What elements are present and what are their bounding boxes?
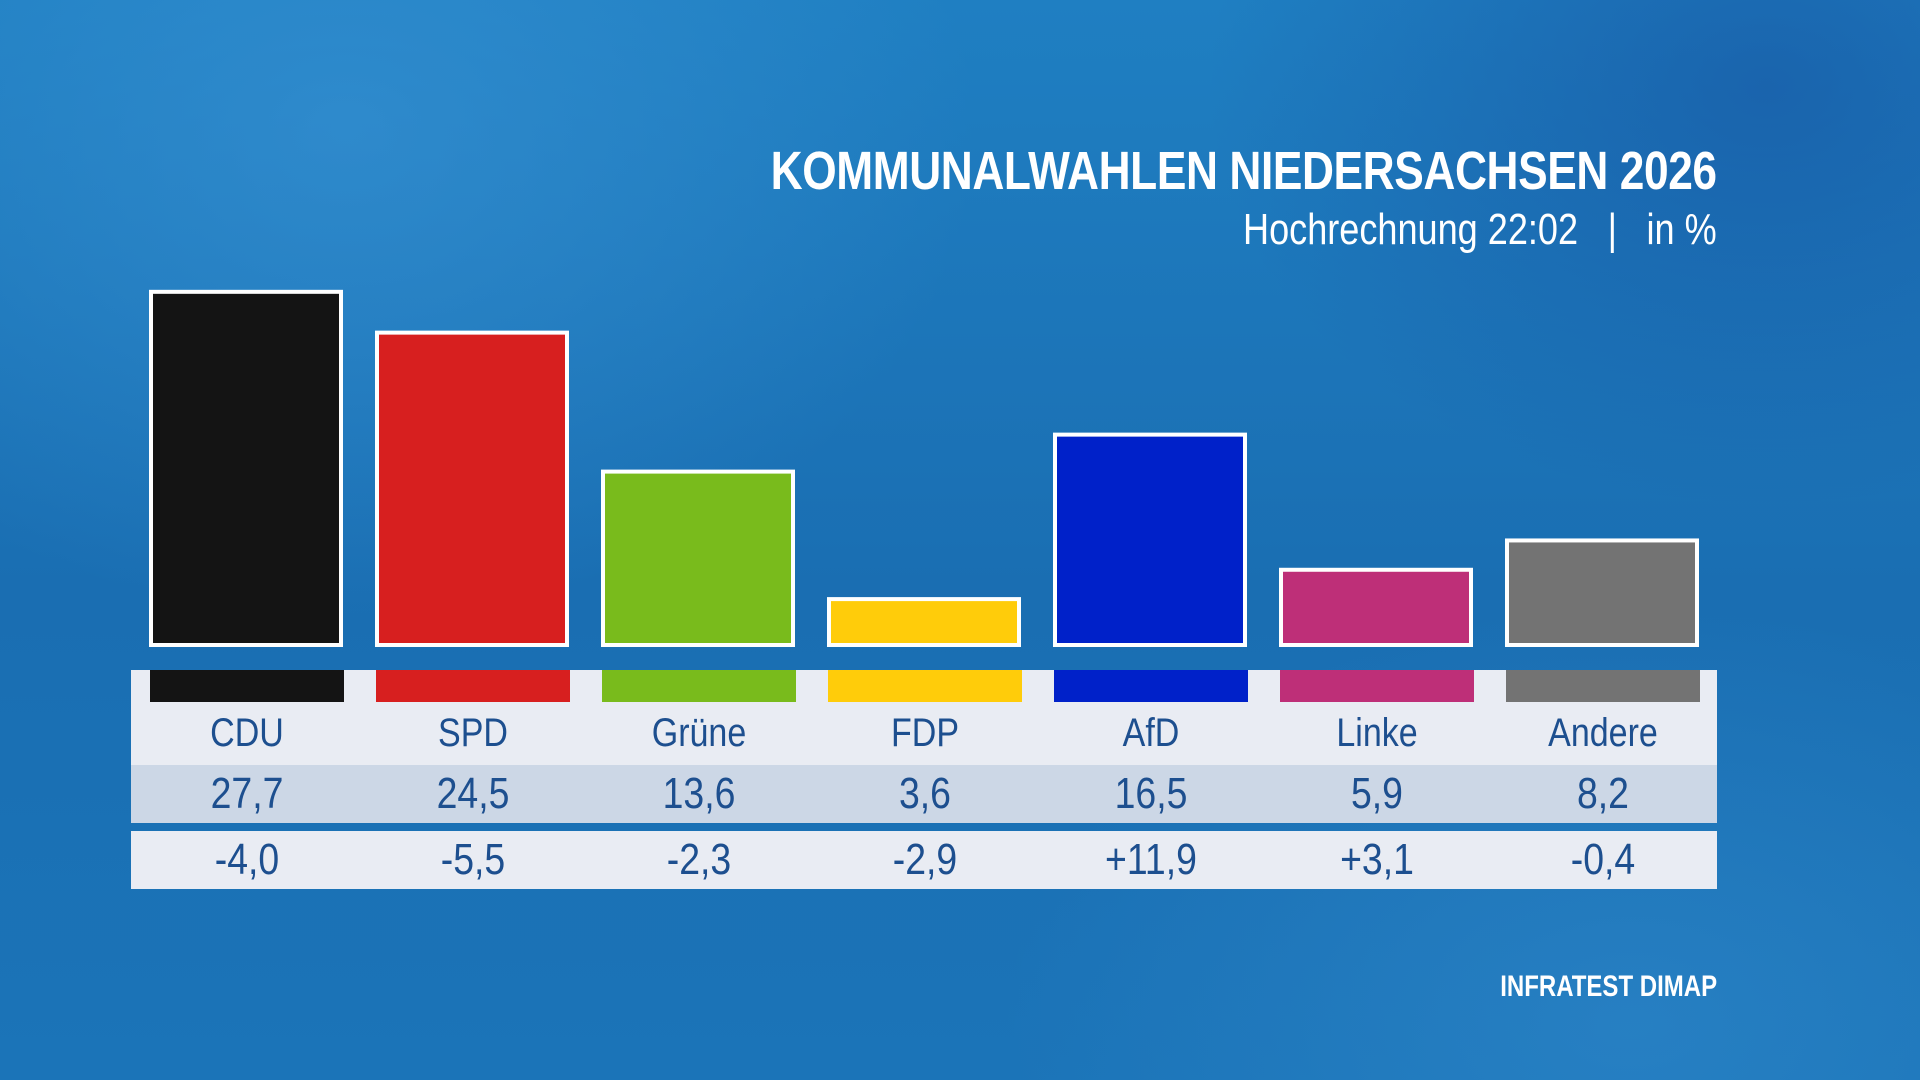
party-label-andere: Andere [1548,711,1658,755]
bar-andere [1505,538,1699,648]
value-label-andere: 8,2 [1576,769,1629,818]
party-label-linke: Linke [1336,711,1418,755]
party-color-strip [131,670,1717,702]
bar-spd [375,330,569,647]
color-swatch-grne [602,670,796,702]
value-label-spd: 24,5 [436,769,510,818]
chart-subtitle: Hochrechnung 22:02 | in % [771,204,1717,256]
chart-title: KOMMUNALWAHLEN NIEDERSACHSEN 2026 [771,141,1717,201]
color-swatch-fdp [828,670,1022,702]
value-label-fdp: 3,6 [898,769,951,818]
color-swatch-afd [1054,670,1248,702]
party-label-spd: SPD [438,711,508,755]
party-names-row: CDU SPD Grüne FDP AfD Linke Andere [131,702,1717,765]
color-swatch-linke [1280,670,1474,702]
value-label-linke: 5,9 [1350,769,1403,818]
change-label-cdu: -4,0 [214,835,280,884]
source-label: INFRATEST DIMAP [1500,970,1717,1003]
party-label-grne: Grüne [651,711,747,755]
value-label-cdu: 27,7 [210,769,284,818]
value-label-afd: 16,5 [1114,769,1188,818]
bar-chart [149,289,1699,648]
chart-title-block: KOMMUNALWAHLEN NIEDERSACHSEN 2026 Hochre… [563,140,1717,256]
subtitle-separator: | [1607,205,1618,254]
change-label-spd: -5,5 [440,835,506,884]
party-label-fdp: FDP [891,711,959,755]
bar-afd [1053,432,1247,647]
change-label-grne: -2,3 [666,835,732,884]
result-values-row: 27,7 24,5 13,6 3,6 16,5 5,9 8,2 [131,765,1717,823]
subtitle-time: Hochrechnung 22:02 [1243,205,1579,254]
party-label-afd: AfD [1122,711,1180,755]
party-label-cdu: CDU [210,711,284,755]
change-label-linke: +3,1 [1340,835,1414,884]
change-label-afd: +11,9 [1105,835,1197,884]
change-values-row: -4,0 -5,5 -2,3 -2,9 +11,9 +3,1 -0,4 [131,831,1717,889]
bar-fdp [827,597,1021,647]
change-label-andere: -0,4 [1570,835,1636,884]
subtitle-unit: in % [1646,205,1717,254]
value-label-grne: 13,6 [662,769,736,818]
bar-linke [1279,567,1473,648]
color-swatch-spd [376,670,570,702]
color-swatch-cdu [150,670,344,702]
change-label-fdp: -2,9 [892,835,958,884]
bar-cdu [149,289,343,647]
color-swatch-andere [1506,670,1700,702]
bar-grne [601,469,795,647]
